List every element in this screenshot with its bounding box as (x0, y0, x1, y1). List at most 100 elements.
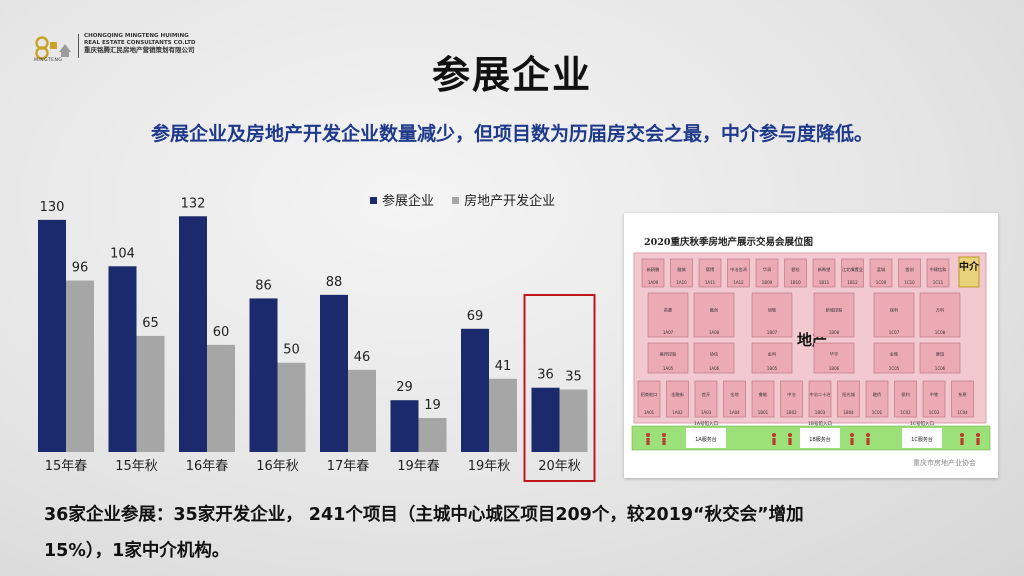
agency-booth (958, 256, 980, 288)
restroom-icon (788, 438, 792, 445)
page-subtitle: 参展企业及房地产开发企业数量减少，但项目数为历届房交会之最，中介参与度降低。 (150, 123, 873, 145)
booth (780, 380, 803, 418)
booth-name: 新城控股 (826, 306, 844, 313)
booth (637, 380, 661, 418)
booth-code: 1A10 (676, 280, 687, 285)
booth-code: 1C11 (933, 280, 944, 285)
booth-name: 保利 (901, 391, 909, 398)
booth-name: 招商蛇口 (641, 391, 658, 398)
booth-name: 协信 (710, 351, 718, 358)
floor-plan-booths: 新鸥鹏 1A09 融城 1A10 德博 1A11 中洽金鸿 1A12 华润 1B09 碧桂 1B10 新… (637, 258, 974, 418)
booth-code: 1B12 (847, 280, 858, 285)
booth-code: 1A09 (648, 280, 659, 285)
logo-en-line1: CHONGQING MINGTENG HUIMING (84, 33, 189, 39)
legend-item-developers: 房地产开发企业 (452, 190, 555, 209)
booth-code: 1C10 (904, 280, 915, 285)
booth (723, 380, 746, 418)
booth-name: 德博 (706, 266, 715, 273)
booth-name: 鲁能 (759, 391, 768, 398)
entrance-label: 1C号馆入口 (910, 420, 934, 427)
bar-developers (277, 362, 306, 452)
booth-name: 蓝城 (877, 266, 886, 273)
booth-code: 1C03 (929, 410, 940, 415)
agency-label: 中介 (959, 260, 980, 273)
service-desk (902, 428, 942, 448)
booth-name: 江北嘴置业 (842, 266, 863, 273)
booth-code: 1C08 (935, 330, 946, 335)
booth-name: 碧桂 (791, 266, 799, 273)
booth-code: 1C06 (935, 366, 946, 371)
restroom-icon (850, 433, 854, 437)
booth (837, 380, 860, 418)
bar-exhibitors (38, 219, 66, 452)
booth-code: 1B11 (819, 280, 830, 285)
restroom-icon (788, 433, 792, 437)
x-tick-label: 17年春 (327, 459, 370, 474)
service-desk-label: 1A服务台 (695, 436, 717, 443)
restroom-icon (662, 433, 666, 437)
service-desk-label: 1B服务台 (809, 436, 831, 443)
restroom-icon (976, 438, 980, 445)
booth (694, 380, 718, 418)
booth-code: 1B08 (829, 330, 840, 335)
x-tick-label: 16年春 (186, 459, 229, 474)
legend-label-exhibitors: 参展企业 (382, 194, 435, 209)
booth-name: 中冶二十冶 (810, 391, 831, 398)
legend-swatch-exhibitors (370, 197, 377, 204)
bar-developers (348, 369, 376, 452)
bar-value-label: 29 (396, 380, 413, 395)
booth (873, 342, 915, 374)
booth (670, 258, 693, 288)
booth-name: 万科 (936, 306, 945, 313)
booth-name: 康田 (936, 351, 944, 358)
booth (951, 380, 974, 418)
booth-code: 1B02 (786, 410, 797, 415)
restroom-icon (646, 433, 650, 437)
booth (693, 342, 735, 374)
booth-code: 1A01 (644, 410, 655, 415)
bar-developers (66, 280, 94, 452)
booth-name: 金融街 (671, 391, 684, 398)
x-tick-label: 19年春 (397, 459, 440, 474)
booth-name: 金辉 (890, 351, 899, 358)
restroom-icon (960, 438, 964, 445)
booth-name: 金科 (768, 351, 777, 358)
booth-name: 融城 (677, 266, 686, 273)
booth-name: 阳光城 (842, 391, 855, 398)
logo-cn-name: 重庆铭腾汇民房地产营销策划有限公司 (84, 46, 195, 54)
booth-name: 中铁 (930, 391, 939, 398)
bar-value-label: 86 (255, 278, 272, 293)
bar-value-label: 65 (142, 316, 159, 331)
restroom-icon (646, 438, 650, 445)
booth-name: 首开 (702, 391, 710, 398)
restroom-icon (866, 438, 870, 445)
bar-developers (207, 344, 235, 452)
bar-value-label: 88 (326, 275, 343, 290)
bar-exhibitors (390, 400, 419, 452)
booth-name: 英豪 (664, 306, 672, 313)
floor-plan-watermark: 重庆市房地产业协会 (913, 458, 976, 467)
booth-code: 1A12 (733, 280, 744, 285)
bar-exhibitors (461, 328, 489, 452)
booth-code: 1C09 (876, 280, 887, 285)
booth (751, 342, 793, 374)
bar-value-label: 50 (283, 343, 300, 358)
booth-code: 1B07 (767, 330, 778, 335)
booth (919, 342, 961, 374)
booth-code: 1C07 (889, 330, 900, 335)
booth (841, 258, 864, 288)
booth (647, 292, 689, 338)
summary-text: 36家企业参展：35家开发企业， 241个项目（主城中心城区项目209个，较20… (44, 497, 984, 569)
x-tick-label: 15年春 (45, 459, 88, 474)
booth-name: 华润 (763, 266, 771, 273)
floor-plan-image: 2020重庆秋季房地产展示交易会展位图 中介 地产 新鸥鹏1A09融城1A10德… (624, 213, 998, 478)
booth-code: 1A04 (729, 410, 740, 415)
bar-value-label: 96 (72, 261, 89, 276)
restroom-icon (772, 438, 776, 445)
bar-exhibitors (108, 266, 137, 452)
highlight-box (523, 294, 596, 482)
booth-name: 中冶 (787, 391, 795, 398)
booth (784, 258, 807, 288)
logo-mark-icon (35, 36, 71, 60)
bar-exhibitors (249, 298, 278, 452)
